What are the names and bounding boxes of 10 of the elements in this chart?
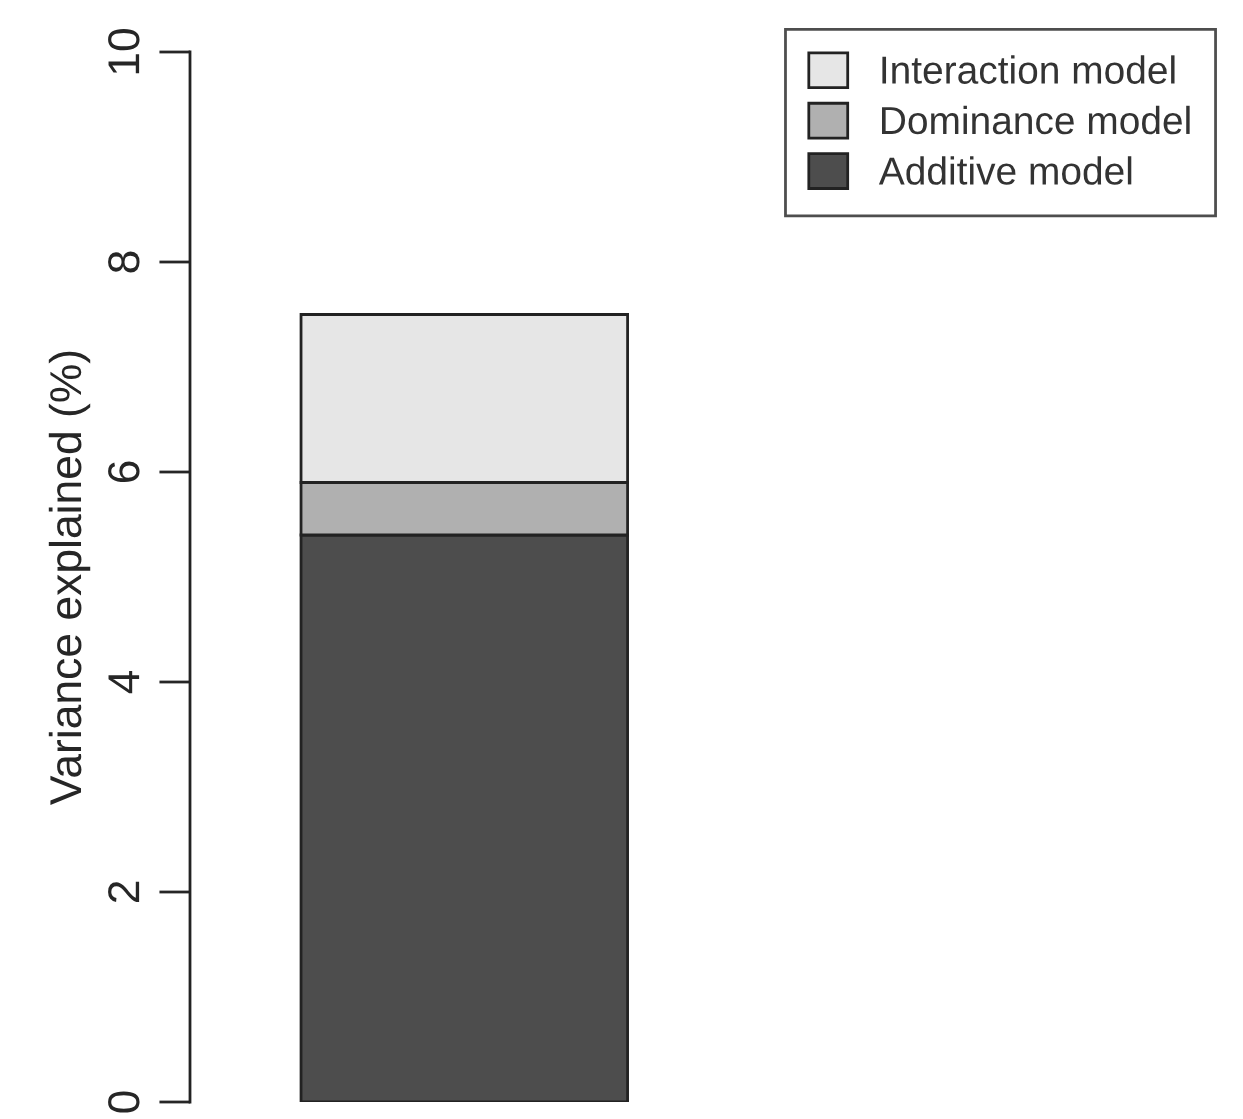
y-tick-label: 6 <box>108 461 140 483</box>
y-tick-label: 10 <box>108 29 140 74</box>
y-axis-title: Variance explained (%) <box>48 351 91 805</box>
y-tick-label: 8 <box>108 251 140 273</box>
y-tick-label: 2 <box>108 881 140 903</box>
y-tick-label: 0 <box>108 1091 140 1113</box>
y-tick-label: 4 <box>108 670 140 694</box>
legend-label: Interaction model <box>882 55 1175 84</box>
legend-label: Additive model <box>878 156 1132 185</box>
legend-label: Dominance model <box>882 105 1190 135</box>
